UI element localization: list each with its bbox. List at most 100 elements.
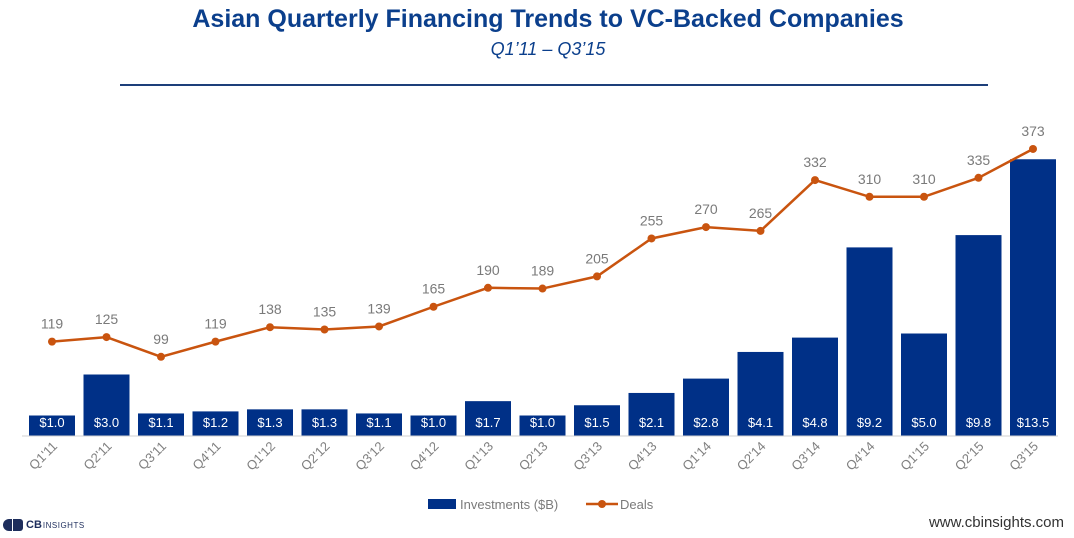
x-tick-label: Q1'13 — [461, 439, 496, 474]
deals-point-Q3'14 — [811, 176, 819, 185]
bar-Q3'14 — [792, 337, 838, 436]
deals-value-label: 119 — [41, 316, 64, 332]
deals-value-label: 270 — [694, 201, 718, 217]
x-tick-label: Q4'12 — [407, 439, 442, 474]
bar-value-label: $1.0 — [530, 415, 555, 430]
x-tick-label: Q2'15 — [952, 439, 987, 474]
deals-value-label: 310 — [858, 171, 882, 187]
deals-point-Q2'15 — [974, 173, 983, 182]
deals-value-label: 135 — [313, 304, 337, 320]
chart-subtitle: Q1’11 – Q3’15 — [490, 39, 606, 59]
bar-value-label: $1.0 — [39, 415, 64, 430]
legend-deals-marker — [598, 500, 606, 508]
bar-value-label: $1.5 — [584, 415, 609, 430]
bars-layer: $1.0 $3.0 $1.1 $1.2 $1.3 $1.3 $1.1 $1.0 $1.7 $1.0… — [29, 159, 1056, 436]
deals-point-Q4'13 — [647, 234, 656, 243]
bar-Q3'15 — [1010, 159, 1056, 436]
deals-value-label: 310 — [912, 171, 936, 187]
deals-value-label: 265 — [749, 205, 773, 221]
legend-investments-label: Investments ($B) — [460, 497, 558, 512]
bar-value-label: $2.1 — [639, 415, 664, 430]
x-axis: Q1'11 Q2'11 Q3'11 Q4'11 Q1'12 Q2'12 Q3'12 Q4'12… — [22, 435, 1058, 474]
x-tick-label: Q3'11 — [135, 439, 169, 473]
x-tick-label: Q3'12 — [352, 439, 387, 474]
deals-point-Q1'14 — [702, 223, 710, 232]
bar-Q1'15 — [901, 333, 947, 436]
deals-point-Q3'11 — [157, 352, 165, 361]
deals-value-label: 189 — [531, 263, 555, 279]
deals-value-label: 332 — [803, 154, 827, 170]
x-tick-label: Q4'11 — [189, 439, 223, 473]
x-tick-label: Q4'13 — [625, 439, 660, 474]
bar-Q2'15 — [955, 235, 1002, 436]
deals-point-Q2'11 — [102, 333, 111, 342]
bar-value-label: $13.5 — [1017, 415, 1050, 430]
x-tick-label: Q3'13 — [570, 439, 605, 474]
deals-point-Q1'13 — [484, 283, 492, 292]
x-tick-label: Q2'12 — [298, 439, 333, 474]
cb-insights-logo: CB INSIGHTS — [3, 517, 85, 533]
bar-Q3'12 — [356, 413, 402, 436]
x-tick-label: Q1'15 — [897, 439, 932, 474]
deals-value-label: 119 — [204, 316, 227, 332]
bar-value-label: $9.8 — [966, 415, 991, 430]
footer-url[interactable]: www.cbinsights.com — [928, 514, 1064, 531]
bar-Q2'13 — [519, 415, 566, 436]
deals-value-label: 255 — [640, 212, 664, 228]
deals-value-label: 335 — [967, 152, 991, 168]
bar-value-label: $1.1 — [148, 415, 173, 430]
x-tick-label: Q2'13 — [516, 439, 551, 474]
deals-point-Q2'14 — [756, 226, 765, 235]
deals-point-Q2'12 — [320, 325, 329, 334]
bar-value-label: $3.0 — [94, 415, 119, 430]
bar-Q4'12 — [410, 415, 457, 436]
bar-value-label: $4.8 — [802, 415, 827, 430]
bar-Q1'12 — [247, 409, 293, 436]
bar-Q1'11 — [29, 415, 75, 436]
x-tick-label: Q2'11 — [80, 439, 114, 473]
bar-value-label: $9.2 — [857, 415, 882, 430]
deals-value-label: 190 — [476, 262, 500, 278]
line-layer: 119 125 99 119 138 135 139 165 190 189 205 255 270 26… — [41, 123, 1045, 361]
x-tick-label: Q1'12 — [243, 439, 278, 474]
bar-Q4'14 — [846, 247, 893, 436]
x-tick-label: Q4'14 — [843, 439, 878, 474]
bar-value-label: $1.2 — [203, 415, 228, 430]
deals-point-Q3'12 — [375, 322, 383, 331]
bar-Q2'12 — [301, 409, 348, 436]
deals-point-Q3'15 — [1029, 144, 1037, 153]
legend-investments-swatch — [428, 499, 456, 509]
bar-Q3'11 — [138, 413, 184, 436]
deals-value-label: 165 — [422, 281, 446, 297]
legend: Investments ($B) Deals — [428, 497, 654, 512]
bar-value-label: $2.8 — [693, 415, 718, 430]
x-tick-label: Q3'15 — [1006, 439, 1041, 474]
deals-value-label: 99 — [153, 331, 169, 347]
bar-Q4'11 — [192, 411, 239, 436]
deals-point-Q3'13 — [593, 272, 601, 281]
bar-value-label: $1.3 — [257, 415, 282, 430]
deals-value-label: 373 — [1021, 123, 1045, 139]
deals-value-label: 138 — [258, 301, 282, 317]
bar-Q2'14 — [737, 351, 784, 436]
bar-Q4'13 — [628, 392, 675, 436]
logo-insights-text: INSIGHTS — [42, 520, 85, 530]
bar-Q1'13 — [465, 401, 511, 436]
bar-Q2'11 — [83, 374, 130, 436]
x-tick-label: Q1'11 — [26, 439, 60, 473]
bar-value-label: $5.0 — [911, 415, 936, 430]
deals-point-Q4'12 — [429, 302, 438, 311]
title-divider — [120, 84, 988, 86]
deals-value-label: 139 — [367, 300, 391, 316]
x-tick-label: Q1'14 — [679, 439, 714, 474]
bar-value-label: $1.3 — [312, 415, 337, 430]
deals-point-Q1'15 — [920, 192, 928, 201]
bar-Q1'14 — [683, 378, 729, 436]
bar-value-label: $1.1 — [366, 415, 391, 430]
logo-cb-text: CB — [26, 519, 42, 531]
x-tick-label: Q3'14 — [788, 439, 823, 474]
deals-point-Q4'11 — [211, 337, 220, 346]
bar-value-label: $1.0 — [421, 415, 446, 430]
bar-value-label: $1.7 — [475, 415, 500, 430]
